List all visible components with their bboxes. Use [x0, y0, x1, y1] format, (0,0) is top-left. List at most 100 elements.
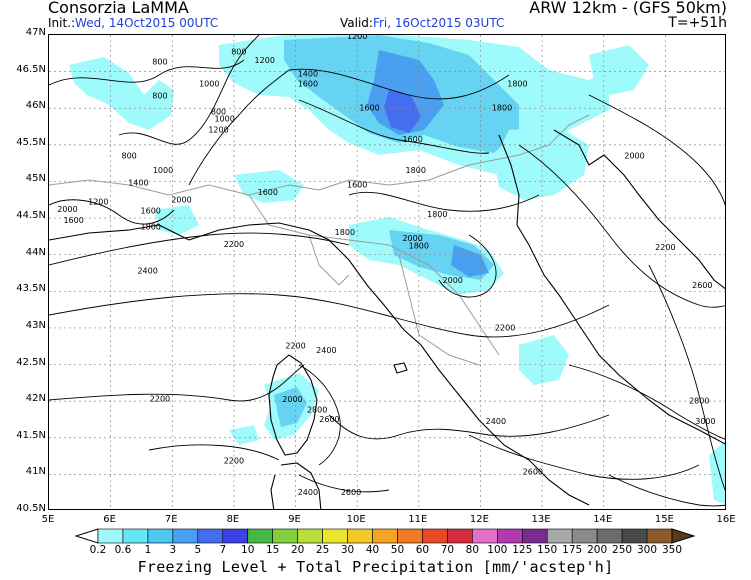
- colorbar-level-label: 150: [537, 544, 558, 556]
- colorbar-swatch: [546, 528, 573, 544]
- contour-label: 800: [231, 47, 246, 56]
- colorbar-level-label: 300: [637, 544, 658, 556]
- contour-label: 800: [152, 58, 167, 67]
- colorbar-level-label: 70: [440, 544, 455, 556]
- coast-italy-ligurian: [188, 222, 590, 506]
- latitude-label: 41N: [25, 466, 46, 478]
- contour-label: 1800: [406, 166, 426, 175]
- coastlines: [49, 129, 725, 509]
- colorbar-level-label: 25: [315, 544, 330, 556]
- colorbar-level-label: 100: [487, 544, 508, 556]
- contour-label: 2400: [486, 417, 506, 426]
- longitude-label: 9E: [288, 514, 301, 525]
- latitude-label: 45N: [25, 173, 46, 185]
- contour-label: 2400: [137, 266, 157, 275]
- contour-label: 2600: [523, 468, 543, 477]
- colorbar-level-label: 250: [612, 544, 633, 556]
- contour-label: 1800: [409, 241, 429, 250]
- colorbar-level-label: 20: [290, 544, 305, 556]
- contour-label: 2200: [224, 240, 244, 249]
- colorbar-level-label: 60: [415, 544, 430, 556]
- precip-area-alps-west: [69, 57, 174, 130]
- colorbar-level-label: 200: [587, 544, 608, 556]
- contour-label: 1600: [298, 80, 318, 89]
- contour-label: 1000: [214, 115, 234, 124]
- colorbar-swatch: [621, 528, 648, 544]
- contour-label: 1800: [507, 80, 527, 89]
- colorbar-level-label: 0.2: [89, 544, 107, 556]
- product-title: Consorzia LaMMA: [48, 0, 189, 17]
- latitude-label: 46.5N: [16, 63, 46, 75]
- contour-label: 2200: [224, 457, 244, 466]
- colorbar-level-label: 80: [465, 544, 480, 556]
- longitude-label: 14E: [593, 514, 613, 525]
- contour-label: 1000: [199, 80, 219, 89]
- contour-label: 1600: [347, 181, 367, 190]
- contour-label: 2000: [57, 205, 77, 214]
- contour-label: 1200: [347, 35, 367, 41]
- contour-label: 1800: [427, 210, 447, 219]
- colorbar-swatch: [172, 528, 199, 544]
- precip-area-lazio: [519, 335, 569, 385]
- precip-area-corsica-mid: [274, 387, 307, 427]
- coast-france: [49, 224, 190, 241]
- colorbar-swatch: [472, 528, 498, 544]
- precip-area-friuli: [494, 127, 589, 200]
- colorbar-swatch: [422, 528, 448, 544]
- precip-area-balkan: [709, 441, 725, 505]
- contour-label: 1400: [298, 69, 318, 78]
- precip-area-alps-heavy: [367, 50, 444, 135]
- contour-label: 2000: [282, 395, 302, 404]
- init-time: Init.:Wed, 14Oct2015 00UTC: [48, 16, 218, 30]
- precip-area-northwest-2: [234, 170, 304, 203]
- forecast-offset: T=+51h: [668, 15, 727, 31]
- contour-label: 1000: [153, 166, 173, 175]
- precipitation-layer: [69, 35, 725, 505]
- contour-label: 2600: [692, 281, 712, 290]
- coast-istria-dalmatia: [553, 129, 725, 290]
- contour-label: 1200: [208, 126, 228, 135]
- longitude-label: 6E: [103, 514, 116, 525]
- longitude-label: 10E: [346, 514, 366, 525]
- contour-label: 3000: [695, 417, 715, 426]
- valid-time: Valid:Fri, 16Oct2015 03UTC: [340, 16, 504, 30]
- contour-value-labels: 1200 800 1200 800 1400 1000 1600 800 1800 1800 160…: [57, 35, 715, 497]
- colorbar-swatch: [447, 528, 473, 544]
- contour-label: 1200: [255, 56, 275, 65]
- map-panel: 1200 800 1200 800 1400 1000 1600 800 1800 1800 160…: [48, 34, 726, 510]
- contour-label: 1600: [402, 135, 422, 144]
- colorbar-swatch: [297, 528, 323, 544]
- colorbar-level-label: 5: [194, 544, 202, 556]
- contour-label: 2200: [150, 394, 170, 403]
- political-borders: [49, 114, 590, 366]
- colorbar-level-label: 15: [266, 544, 280, 556]
- colorbar-level-label: 125: [512, 544, 533, 556]
- colorbar-swatch: [571, 528, 598, 544]
- longitude-label: 5E: [41, 514, 55, 525]
- latitude-label: 40.5N: [16, 503, 46, 514]
- colorbar-level-label: 50: [390, 544, 405, 556]
- contour-label: 2800: [307, 405, 327, 414]
- precip-area-ligurian: [154, 205, 199, 235]
- colorbar-level-label: 30: [340, 544, 355, 556]
- precip-area-apennine-heavy: [451, 245, 489, 277]
- latitude-label: 45.5N: [16, 136, 46, 148]
- valid-value: Fri, 16Oct2015 03UTC: [372, 16, 505, 30]
- freezing-level-contours: [49, 35, 725, 507]
- colorbar-level-label: 0.6: [114, 544, 132, 556]
- colorbar-level-label: 7: [219, 544, 227, 556]
- precip-area-south: [229, 425, 259, 445]
- colorbar-swatch: [247, 528, 273, 544]
- contour-label: 800: [121, 151, 136, 160]
- coast-sardinia: [270, 462, 322, 509]
- contour-label: 1600: [141, 206, 161, 215]
- colorbar-max-arrow: [671, 528, 696, 544]
- latitude-label: 42N: [25, 393, 46, 405]
- colorbar-swatch: [521, 528, 548, 544]
- colorbar-level-label: 10: [241, 544, 255, 556]
- contour-label: 2400: [316, 346, 336, 355]
- contour-label: 800: [211, 107, 226, 116]
- contour-label: 1400: [128, 178, 148, 187]
- longitude-label: 11E: [408, 514, 428, 525]
- contour-label: 1600: [63, 216, 83, 225]
